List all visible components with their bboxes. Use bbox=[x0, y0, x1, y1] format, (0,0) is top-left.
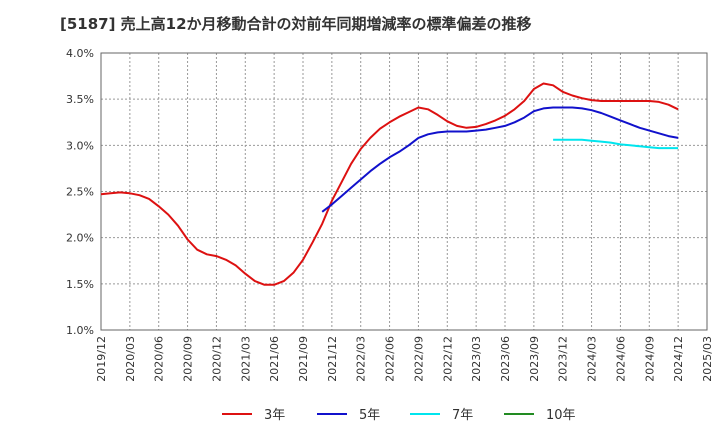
y-tick-label: 4.0% bbox=[66, 47, 94, 60]
y-tick-label: 2.5% bbox=[66, 186, 94, 199]
y-tick-label: 1.0% bbox=[66, 324, 94, 337]
x-tick-label: 2023/12 bbox=[557, 336, 570, 382]
y-tick-label: 3.5% bbox=[66, 93, 94, 106]
x-tick-label: 2024/12 bbox=[672, 336, 685, 382]
y-tick-label: 2.0% bbox=[66, 232, 94, 245]
chart-title: [5187] 売上高12か月移動合計の対前年同期増減率の標準偏差の推移 bbox=[60, 15, 532, 33]
x-tick-label: 2022/12 bbox=[441, 336, 454, 382]
x-tick-label: 2023/06 bbox=[499, 336, 512, 382]
x-tick-label: 2022/06 bbox=[384, 336, 397, 382]
x-tick-label: 2020/06 bbox=[153, 336, 166, 382]
y-axis: 1.0% 1.5% 2.0% 2.5% 3.0% 3.5% 4.0% bbox=[66, 47, 94, 337]
series-line-3年 bbox=[100, 82, 679, 286]
x-tick-label: 2021/12 bbox=[326, 336, 339, 382]
x-axis: 2019/12 2020/03 2020/06 2020/09 2020/12 2021/… bbox=[95, 336, 714, 382]
y-tick-label: 1.5% bbox=[66, 278, 94, 291]
series-line-7年 bbox=[553, 138, 679, 150]
y-tick-label: 3.0% bbox=[66, 139, 94, 152]
x-tick-label: 2024/03 bbox=[586, 336, 599, 382]
legend-label-3年: 3年 bbox=[264, 408, 285, 423]
x-tick-label: 2023/09 bbox=[528, 336, 541, 382]
legend-label-7年: 7年 bbox=[452, 408, 473, 423]
x-tick-label: 2021/06 bbox=[268, 336, 281, 382]
legend-label-5年: 5年 bbox=[359, 408, 380, 423]
x-tick-label: 2019/12 bbox=[95, 336, 108, 382]
plot-frame bbox=[100, 52, 708, 331]
x-tick-label: 2023/03 bbox=[470, 336, 483, 382]
x-tick-label: 2024/06 bbox=[614, 336, 627, 382]
x-tick-label: 2022/09 bbox=[412, 336, 425, 382]
series-line-5年 bbox=[321, 106, 679, 213]
series-lines bbox=[100, 82, 679, 286]
x-tick-label: 2020/09 bbox=[182, 336, 195, 382]
x-tick-label: 2025/03 bbox=[701, 336, 714, 382]
legend-label-10年: 10年 bbox=[546, 408, 576, 423]
legend: 3年 5年 7年 10年 bbox=[222, 408, 576, 423]
x-tick-label: 2024/09 bbox=[643, 336, 656, 382]
grid bbox=[101, 53, 707, 330]
x-tick-label: 2020/12 bbox=[210, 336, 223, 382]
x-tick-label: 2021/09 bbox=[297, 336, 310, 382]
x-tick-label: 2021/03 bbox=[239, 336, 252, 382]
x-tick-label: 2020/03 bbox=[124, 336, 137, 382]
x-tick-label: 2022/03 bbox=[355, 336, 368, 382]
